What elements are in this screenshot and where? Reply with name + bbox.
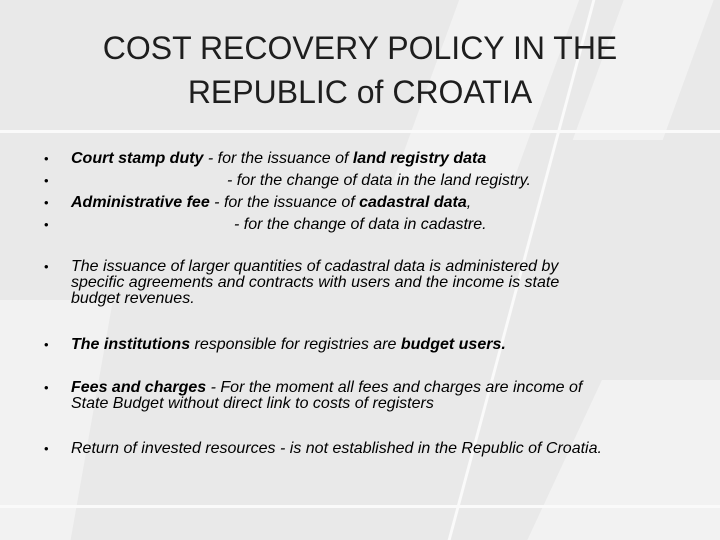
institutions-text: responsible for registries are [190, 336, 401, 353]
larger-quantities-line-2: specific agreements and contracts with u… [71, 274, 560, 291]
bullet-marker: • [44, 380, 49, 395]
administrative-fee-term: Administrative fee [71, 194, 210, 211]
administrative-fee-text: - for the issuance of [209, 194, 360, 211]
title-line-2: REPUBLIC of CROATIA [187, 74, 533, 110]
cadastral-data-term: cadastral data [359, 194, 467, 211]
court-stamp-duty-term: Court stamp duty [71, 150, 204, 167]
change-cadastre-text: - for the change of data in cadastre. [234, 216, 487, 233]
bullet-marker: • [44, 173, 49, 188]
slide-title: COST RECOVERY POLICY IN THE REPUBLIC of … [40, 26, 680, 114]
administrative-fee-comma: , [466, 194, 472, 211]
court-stamp-duty-text: - for the issuance of [203, 150, 353, 167]
change-land-registry-text: - for the change of data in the land reg… [227, 172, 531, 189]
larger-quantities-line-3: budget revenues. [71, 290, 195, 307]
fees-and-charges-term: Fees and charges [71, 379, 207, 396]
return-of-resources-text: Return of invested resources - is not es… [71, 440, 602, 457]
land-registry-data-term: land registry data [352, 150, 487, 167]
budget-users-term: budget users. [400, 336, 506, 353]
bullet-marker: • [44, 195, 49, 210]
title-line-1: COST RECOVERY POLICY IN THE [102, 30, 618, 66]
bullet-marker: • [44, 151, 49, 166]
fees-and-charges-line-2: State Budget without direct link to cost… [71, 395, 434, 412]
bullet-marker: • [44, 217, 49, 232]
bullet-marker: • [44, 441, 49, 456]
bullet-marker: • [44, 337, 49, 352]
larger-quantities-line-1: The issuance of larger quantities of cad… [71, 258, 559, 275]
fees-and-charges-text: - For the moment all fees and charges ar… [206, 379, 583, 396]
institutions-term: The institutions [71, 336, 191, 353]
bullet-marker: • [44, 259, 49, 274]
